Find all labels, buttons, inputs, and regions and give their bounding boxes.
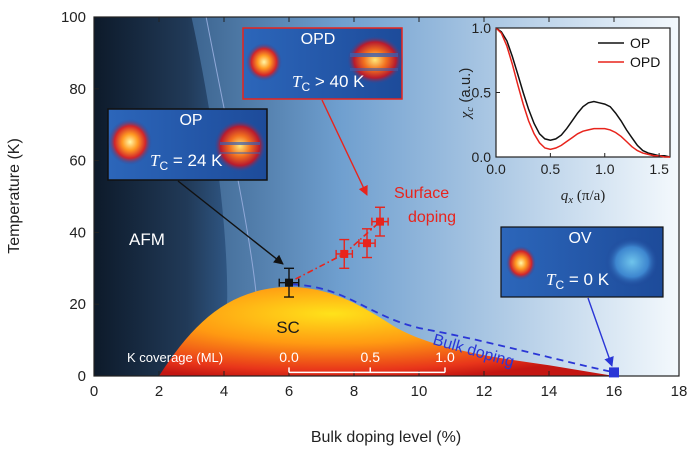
inset-x-label: qx (π/a): [561, 188, 606, 206]
opd-title: OPD: [301, 31, 336, 48]
opd-tc-text: TC > 40 K: [292, 72, 365, 94]
y-tick-label: 40: [69, 224, 86, 241]
inset-y-tick-label: 1.0: [472, 20, 492, 36]
afm-region: [94, 17, 228, 376]
op-title: OP: [179, 112, 202, 129]
sc-dome-region: [159, 287, 614, 376]
x-tick-label: 16: [606, 383, 623, 400]
inset-x-tick-label: 1.0: [595, 161, 615, 177]
opd-image-box: OPD TC > 40 K: [242, 27, 403, 100]
inset-y-tick-label: 0.5: [472, 85, 492, 101]
op-image-box: OP TC = 24 K: [107, 108, 268, 181]
k-coverage-tick-label: 0.0: [279, 349, 299, 365]
k-coverage-scale: K coverage (ML) 0.0 0.5 1.0: [127, 349, 455, 374]
x-tick-label: 0: [90, 383, 98, 400]
inset-line-opd: [495, 27, 670, 158]
inset-frame: [495, 27, 671, 158]
y-tick-label: 0: [78, 368, 86, 385]
y-axis-ticks: 0 20 40 60 80 100: [61, 9, 99, 385]
ov-title: OV: [568, 230, 591, 247]
surface-doping-point: [363, 239, 371, 248]
sc-label: SC: [276, 318, 300, 337]
x-tick-label: 6: [285, 383, 293, 400]
ov-point: [609, 367, 619, 378]
inset-series: [495, 27, 671, 158]
surface-doping-point: [340, 249, 349, 258]
op-arrow: [177, 180, 284, 265]
y-tick-label: 60: [69, 153, 86, 170]
afm-label: AFM: [129, 230, 165, 249]
inset-x-ticks: 0.0 0.5 1.0 1.5: [486, 153, 669, 177]
y-tick-label: 20: [69, 296, 86, 313]
y-tick-label: 100: [61, 9, 86, 26]
surface-doping-label-line2: doping: [408, 209, 456, 226]
surface-doping-label-line1: Surface: [394, 185, 449, 202]
k-coverage-tick-label: 0.5: [361, 349, 381, 365]
k-coverage-label: K coverage (ML): [127, 350, 223, 365]
legend-op-label: OP: [630, 35, 650, 51]
data-markers: [278, 206, 619, 378]
x-axis-label: Bulk doping level (%): [311, 429, 461, 446]
y-tick-label: 80: [69, 81, 86, 98]
inset-x-tick-label: 0.0: [486, 161, 506, 177]
ov-arrow: [587, 297, 614, 367]
ov-image-box: OV TC = 0 K: [500, 226, 664, 298]
k-coverage-tick-label: 1.0: [435, 349, 455, 365]
op-tc-text: TC = 24 K: [150, 151, 223, 173]
x-tick-label: 18: [671, 383, 688, 400]
x-tick-label: 12: [476, 383, 493, 400]
x-tick-label: 4: [220, 383, 228, 400]
y-axis-label: Temperature (K): [6, 138, 23, 254]
inset-x-tick-label: 1.5: [649, 161, 669, 177]
x-tick-label: 14: [541, 383, 558, 400]
opd-arrow: [321, 99, 368, 196]
x-tick-label: 8: [350, 383, 358, 400]
x-tick-label: 10: [411, 383, 428, 400]
legend-opd-label: OPD: [630, 54, 660, 70]
plot-frame: [93, 16, 680, 377]
inset-line-op: [495, 27, 671, 158]
op-point: [285, 278, 293, 287]
surface-doping-point: [376, 217, 384, 226]
inset-y-label: χc (a.u.): [457, 68, 476, 121]
ov-tc-text: TC = 0 K: [546, 270, 610, 292]
inset-y-ticks: 0.0 0.5 1.0: [472, 20, 500, 165]
inset-chart: 0.0 0.5 1.0 1.5 0.0 0.5 1.0 OP OPD qx (π/a) χ…: [457, 20, 671, 206]
x-axis-ticks: 0 2 4 6 8 10 12 14 16 18: [90, 17, 688, 400]
inset-x-tick-label: 0.5: [541, 161, 561, 177]
inset-y-tick-label: 0.0: [472, 149, 492, 165]
x-tick-label: 2: [155, 383, 163, 400]
